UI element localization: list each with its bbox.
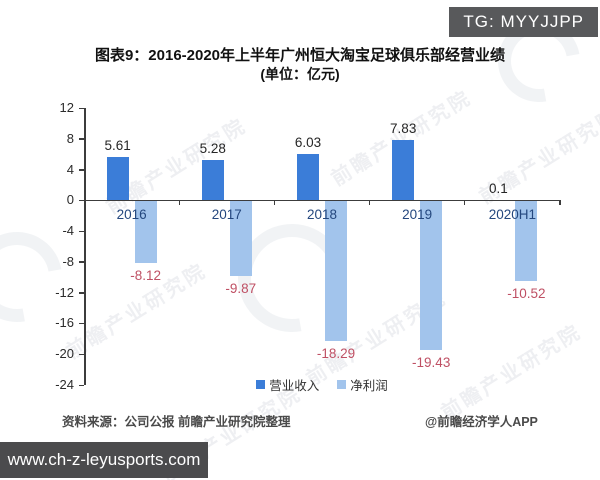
legend-item: 营业收入 xyxy=(256,375,319,394)
y-axis-tick xyxy=(79,322,84,325)
y-axis-tick-label: 4 xyxy=(66,161,74,177)
chart-legend: 营业收入 净利润 xyxy=(84,375,560,394)
y-axis-line xyxy=(84,108,86,385)
y-axis-tick xyxy=(79,230,84,233)
x-axis-tick xyxy=(178,200,180,206)
legend-label: 净利润 xyxy=(350,379,388,393)
value-label-positive: 6.03 xyxy=(294,134,322,150)
x-axis-label: 2017 xyxy=(211,207,242,223)
value-label-negative: -8.12 xyxy=(130,267,161,283)
value-label-positive: 5.61 xyxy=(104,138,131,154)
revenue-bar xyxy=(201,159,224,201)
credit-note: @前瞻经济学人APP xyxy=(425,415,538,429)
y-axis-tick-label: -24 xyxy=(55,377,74,392)
y-axis-tick-label: -16 xyxy=(55,315,74,331)
chart-title-unit: (单位：亿元) xyxy=(260,66,340,82)
chart-title: 图表9：2016-2020年上半年广州恒大淘宝足球俱乐部经营业绩 (单位：亿元) xyxy=(0,46,600,84)
legend-swatch-icon xyxy=(337,380,347,389)
value-label-positive: 0.1 xyxy=(489,180,508,196)
y-axis-tick-label: -20 xyxy=(55,346,74,362)
revenue-bar xyxy=(106,157,129,201)
profit-bar xyxy=(515,200,538,282)
chart-title-line1: 图表9：2016-2020年上半年广州恒大淘宝足球俱乐部经营业绩 xyxy=(94,47,506,64)
profit-bar xyxy=(229,200,252,277)
y-axis-tick xyxy=(79,292,84,294)
x-axis-label: 2019 xyxy=(402,207,433,223)
value-label-positive: 7.83 xyxy=(390,121,417,137)
value-label-negative: -19.43 xyxy=(412,354,451,370)
x-axis-label: 2016 xyxy=(116,207,147,223)
y-axis-tick xyxy=(79,169,84,171)
y-axis-tick xyxy=(79,138,84,140)
x-axis-tick xyxy=(559,200,561,206)
y-axis-tick-label: 8 xyxy=(66,130,74,146)
y-axis-tick-label: 0 xyxy=(66,192,74,208)
watermark-text: 前瞻产业研究院 xyxy=(437,320,586,425)
profit-bar xyxy=(134,200,157,263)
watermark-badge-bottom-left: www.ch-z-leyusports.com xyxy=(0,442,208,478)
y-axis-tick-label: 12 xyxy=(59,100,74,115)
legend-item: 净利润 xyxy=(337,375,388,394)
profit-bar xyxy=(325,200,347,342)
legend-label: 营业收入 xyxy=(269,379,320,393)
y-axis-tick-label: -8 xyxy=(62,253,74,269)
watermark-badge-top-right: TG: MYYJJPP xyxy=(449,7,598,37)
x-axis-tick xyxy=(273,200,276,206)
x-axis-tick xyxy=(368,200,371,206)
value-label-negative: -9.87 xyxy=(225,281,257,297)
y-axis-tick-label: -4 xyxy=(62,223,74,239)
source-note: 资料来源：公司公报 前瞻产业研究院整理 xyxy=(62,415,291,429)
x-axis-line xyxy=(84,199,560,202)
revenue-bar xyxy=(297,153,319,201)
legend-swatch-icon xyxy=(256,380,266,389)
y-axis-tick xyxy=(79,384,84,386)
x-axis-label: 2020H1 xyxy=(488,207,537,223)
profit-bar xyxy=(420,200,443,350)
x-axis-label: 2018 xyxy=(306,207,338,223)
value-label-negative: -18.29 xyxy=(316,346,356,362)
y-axis-tick-label: -12 xyxy=(55,284,74,300)
revenue-bar xyxy=(392,140,415,201)
y-axis-tick xyxy=(79,353,84,356)
value-label-negative: -10.52 xyxy=(507,286,546,302)
y-axis-tick xyxy=(79,107,84,109)
y-axis-tick xyxy=(79,199,84,202)
y-axis-tick xyxy=(79,261,84,263)
x-axis-tick xyxy=(464,200,466,206)
value-label-positive: 5.28 xyxy=(199,140,226,156)
